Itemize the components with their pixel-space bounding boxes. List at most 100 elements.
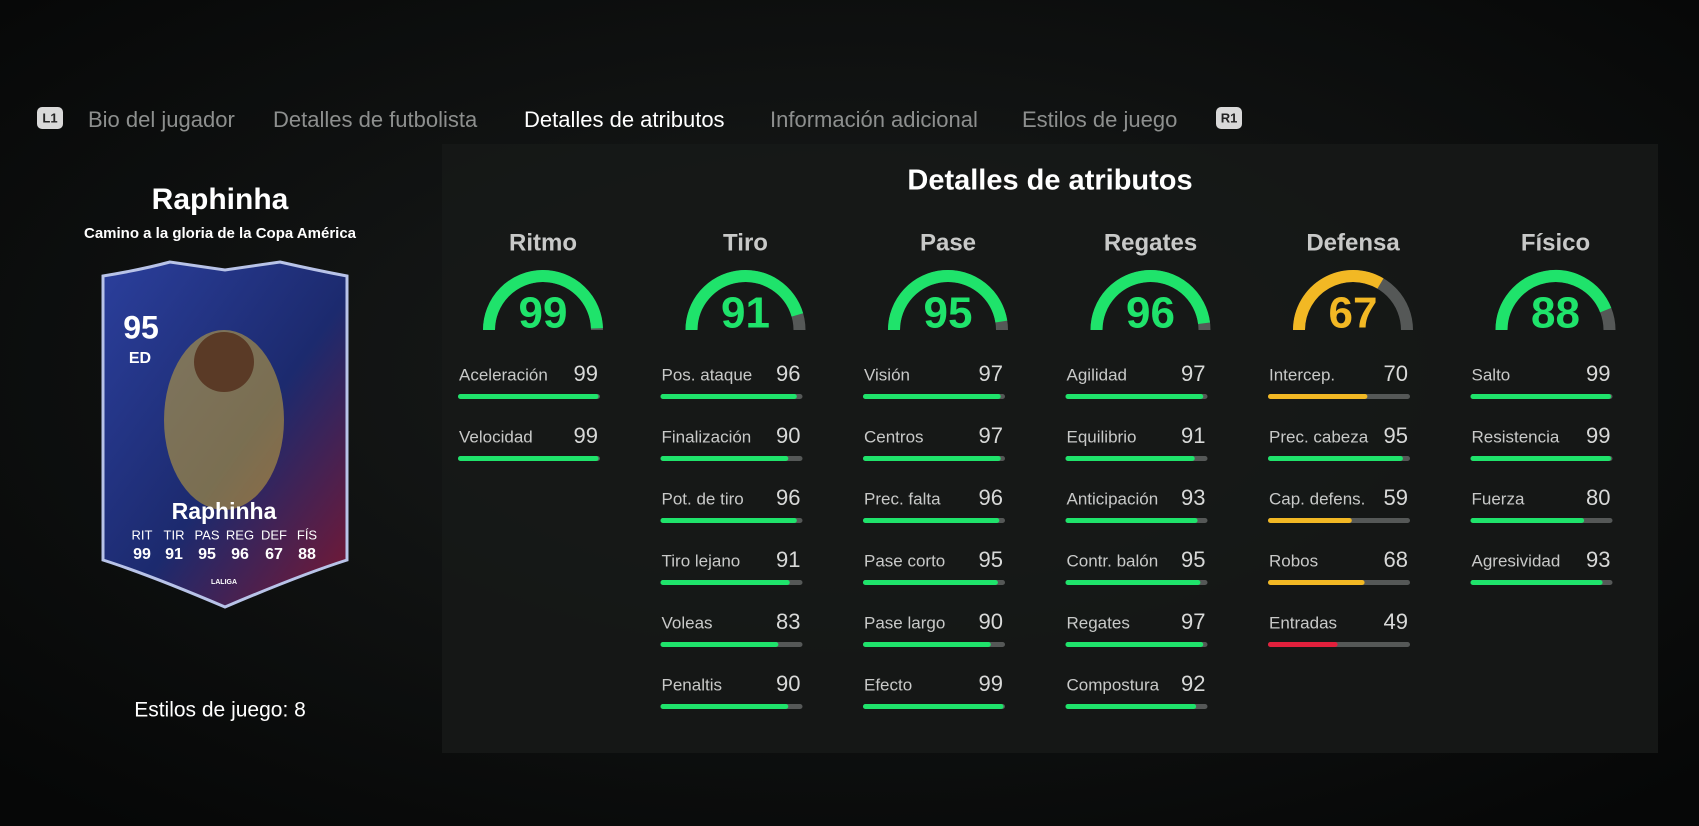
- card-rating: 95: [123, 309, 159, 345]
- attribute-bar: [458, 394, 599, 399]
- attribute-value: 95: [979, 547, 1003, 572]
- attribute-value: 90: [776, 423, 800, 448]
- attribute-value: 59: [1384, 485, 1408, 510]
- tab[interactable]: Detalles de atributos: [524, 107, 725, 132]
- attribute-bar: [660, 456, 789, 461]
- tab[interactable]: Detalles de futbolista: [273, 107, 478, 132]
- attribute-bar: [1268, 642, 1338, 647]
- attribute-name: Anticipación: [1067, 489, 1159, 508]
- attribute-bar: [863, 704, 1004, 709]
- card-stat-value: 88: [298, 546, 316, 563]
- card-stat-label: FÍS: [297, 527, 318, 542]
- attribute-bar: [1268, 518, 1352, 523]
- group-name: Tiro: [723, 229, 768, 256]
- group-name: Pase: [920, 229, 976, 256]
- attribute-name: Pase corto: [864, 551, 945, 570]
- attribute-bar: [660, 580, 790, 585]
- card-stat-value: 91: [165, 546, 183, 563]
- attribute-value: 99: [574, 361, 598, 386]
- attribute-name: Resistencia: [1472, 427, 1560, 446]
- attribute-name: Regates: [1067, 613, 1130, 632]
- attribute-value: 99: [574, 423, 598, 448]
- attribute-value: 91: [776, 547, 800, 572]
- attribute-value: 96: [776, 485, 800, 510]
- attribute-name: Voleas: [662, 613, 713, 632]
- attribute-name: Equilibrio: [1067, 427, 1137, 446]
- attribute-name: Compostura: [1067, 675, 1160, 694]
- attribute-bar: [660, 394, 797, 399]
- attribute-bar: [1065, 456, 1195, 461]
- tab[interactable]: Estilos de juego: [1022, 107, 1177, 132]
- attribute-bar: [1268, 394, 1368, 399]
- card-stat-label: REG: [226, 527, 254, 542]
- attributes-panel: [442, 144, 1658, 753]
- group-name: Regates: [1104, 229, 1197, 256]
- attribute-value: 99: [979, 671, 1003, 696]
- attribute-name: Prec. cabeza: [1269, 427, 1369, 446]
- gauge-fill: [1090, 270, 1211, 331]
- attribute-bar: [1470, 580, 1603, 585]
- tab[interactable]: Bio del jugador: [88, 107, 235, 132]
- attribute-value: 97: [1181, 361, 1205, 386]
- attribute-bar: [1065, 518, 1198, 523]
- content: L1 Bio del jugador Detalles de futbolista D…: [37, 107, 1616, 722]
- attribute-bar: [863, 456, 1001, 461]
- attribute-value: 93: [1181, 485, 1205, 510]
- attribute-name: Efecto: [864, 675, 912, 694]
- card-stat-label: PAS: [194, 527, 219, 542]
- attribute-name: Pot. de tiro: [662, 489, 744, 508]
- attribute-bar: [863, 394, 1001, 399]
- attribute-value: 99: [1586, 423, 1610, 448]
- attribute-name: Prec. falta: [864, 489, 941, 508]
- card-stat-label: RIT: [132, 527, 153, 542]
- attribute-value: 68: [1384, 547, 1408, 572]
- controller-button: [1216, 107, 1242, 129]
- attribute-value: 96: [776, 361, 800, 386]
- attribute-value: 96: [979, 485, 1003, 510]
- attribute-name: Penaltis: [662, 675, 722, 694]
- attribute-value: 97: [1181, 609, 1205, 634]
- group-value: 96: [1126, 289, 1175, 338]
- attribute-bar: [1268, 580, 1365, 585]
- attribute-bar: [458, 456, 599, 461]
- group-value: 67: [1329, 289, 1378, 338]
- attribute-name: Velocidad: [459, 427, 533, 446]
- attribute-bar: [1065, 704, 1197, 709]
- gauge-fill: [1293, 270, 1384, 331]
- attribute-name: Robos: [1269, 551, 1318, 570]
- attribute-name: Entradas: [1269, 613, 1337, 632]
- attribute-value: 95: [1384, 423, 1408, 448]
- attribute-bar: [1470, 518, 1585, 523]
- card-stat-label: DEF: [261, 527, 287, 542]
- controller-button-label: L1: [42, 110, 57, 125]
- attribute-name: Aceleración: [459, 365, 548, 384]
- attribute-name: Centros: [864, 427, 924, 446]
- attribute-name: Pase largo: [864, 613, 945, 632]
- attribute-value: 92: [1181, 671, 1205, 696]
- group-value: 91: [721, 289, 770, 338]
- card-stat-value: 95: [198, 546, 216, 563]
- attribute-bar: [1268, 456, 1403, 461]
- group-name: Ritmo: [509, 229, 577, 256]
- attribute-name: Intercep.: [1269, 365, 1335, 384]
- attribute-value: 90: [979, 609, 1003, 634]
- group-value: 95: [924, 289, 973, 338]
- group-name: Defensa: [1306, 229, 1400, 256]
- attribute-value: 91: [1181, 423, 1205, 448]
- attribute-value: 90: [776, 671, 800, 696]
- tab[interactable]: Información adicional: [770, 107, 978, 132]
- card-stat-value: 67: [265, 546, 283, 563]
- attribute-bar: [660, 518, 797, 523]
- controller-button-label: R1: [1221, 110, 1238, 125]
- attribute-bar: [863, 518, 1000, 523]
- card-position: ED: [129, 350, 151, 367]
- card-stat-value: 96: [231, 546, 249, 563]
- attribute-value: 97: [979, 423, 1003, 448]
- card-name: Raphinha: [172, 498, 277, 524]
- attribute-value: 97: [979, 361, 1003, 386]
- card-stat-label: TIR: [164, 527, 185, 542]
- attribute-value: 93: [1586, 547, 1610, 572]
- card-league: LALIGA: [211, 579, 237, 586]
- gauge-fill: [888, 269, 1008, 331]
